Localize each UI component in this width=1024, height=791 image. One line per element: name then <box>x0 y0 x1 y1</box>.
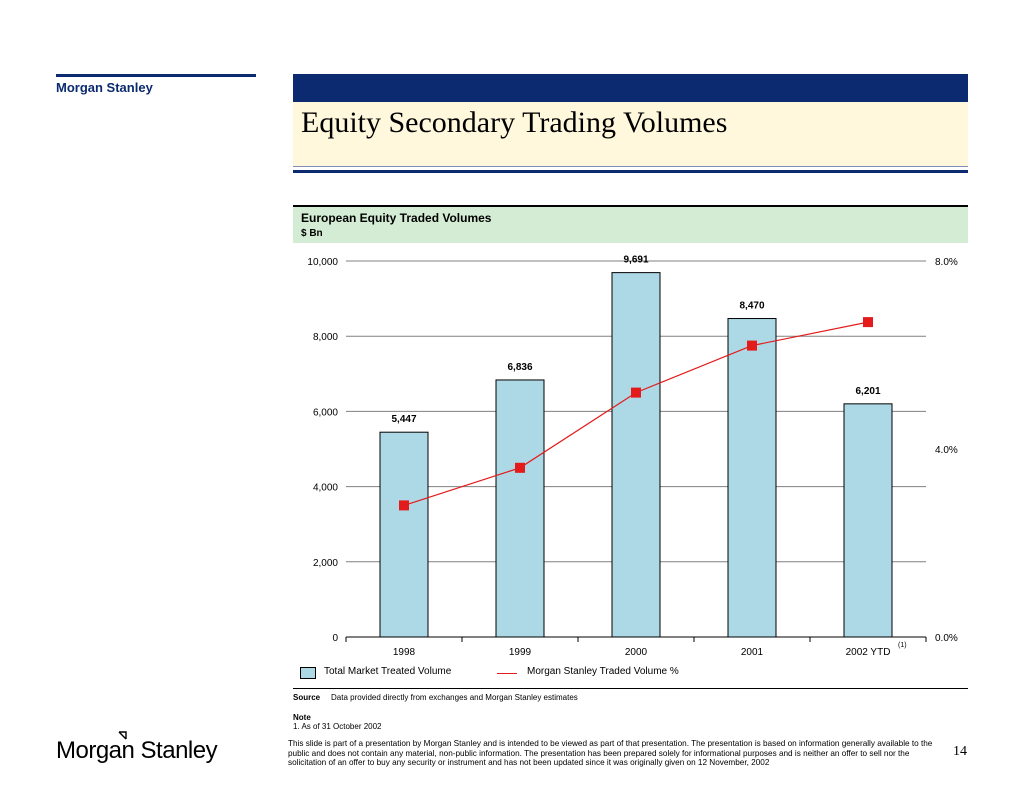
y-tick-label: 8,000 <box>313 332 338 343</box>
page-number: 14 <box>953 744 967 759</box>
bar-value-label: 8,470 <box>739 301 764 312</box>
title-bar <box>293 74 968 102</box>
page-title: Equity Secondary Trading Volumes <box>301 106 728 139</box>
line-marker <box>863 317 873 328</box>
title-rule-thick <box>293 170 968 173</box>
logo: Morgan Stanley <box>56 737 218 764</box>
legend-line-label: Morgan Stanley Traded Volume % <box>527 666 679 677</box>
title-rule-thin <box>293 166 968 167</box>
x-tick-label: 1999 <box>509 647 532 658</box>
x-tick-label: 1998 <box>393 647 416 658</box>
bar-value-label: 9,691 <box>623 255 648 266</box>
line-marker <box>515 462 525 473</box>
bar <box>611 272 661 638</box>
bar-value-label: 6,201 <box>855 386 880 397</box>
footer-rule <box>293 688 968 689</box>
x-tick-label: 2001 <box>741 647 764 658</box>
source-label: Source <box>293 693 321 702</box>
logo-mark-icon <box>118 731 127 740</box>
source-text: Data provided directly from exchanges an… <box>331 693 578 702</box>
legend-line-swatch <box>497 673 517 674</box>
line-marker <box>399 500 409 511</box>
note-text: 1. As of 31 October 2002 <box>293 722 382 731</box>
y-tick-label: 4,000 <box>313 483 338 494</box>
y2-tick-label: 0.0% <box>935 633 958 644</box>
legend-bar-swatch <box>300 667 316 679</box>
disclaimer: This slide is part of a presentation by … <box>288 739 933 767</box>
y2-tick-label: 8.0% <box>935 257 958 268</box>
x-tick-label: 2000 <box>625 647 648 658</box>
chart-subtitle: $ Bn <box>301 228 323 239</box>
y-tick-label: 0 <box>332 633 338 644</box>
bar <box>379 431 429 638</box>
line-marker <box>747 340 757 351</box>
bar <box>495 379 545 638</box>
title-panel <box>293 102 968 166</box>
line-marker <box>631 387 641 398</box>
bar-value-label: 6,836 <box>507 362 532 373</box>
brand-name-top: Morgan Stanley <box>56 80 153 95</box>
y2-tick-label: 4.0% <box>935 445 958 456</box>
brand-rule <box>56 74 256 77</box>
y-tick-label: 6,000 <box>313 407 338 418</box>
y-tick-label: 10,000 <box>307 257 338 268</box>
y-tick-label: 2,000 <box>313 558 338 569</box>
x-tick-label: 2002 YTD <box>846 647 891 658</box>
chart-header: European Equity Traded Volumes $ Bn <box>293 205 968 243</box>
note-label: Note <box>293 713 311 722</box>
bar-value-label: 5,447 <box>391 414 416 425</box>
x-footnote-marker: (1) <box>898 642 907 649</box>
bar <box>727 318 777 638</box>
chart-title: European Equity Traded Volumes <box>301 211 492 225</box>
legend-bar-label: Total Market Treated Volume <box>324 666 452 677</box>
bar <box>843 403 893 638</box>
